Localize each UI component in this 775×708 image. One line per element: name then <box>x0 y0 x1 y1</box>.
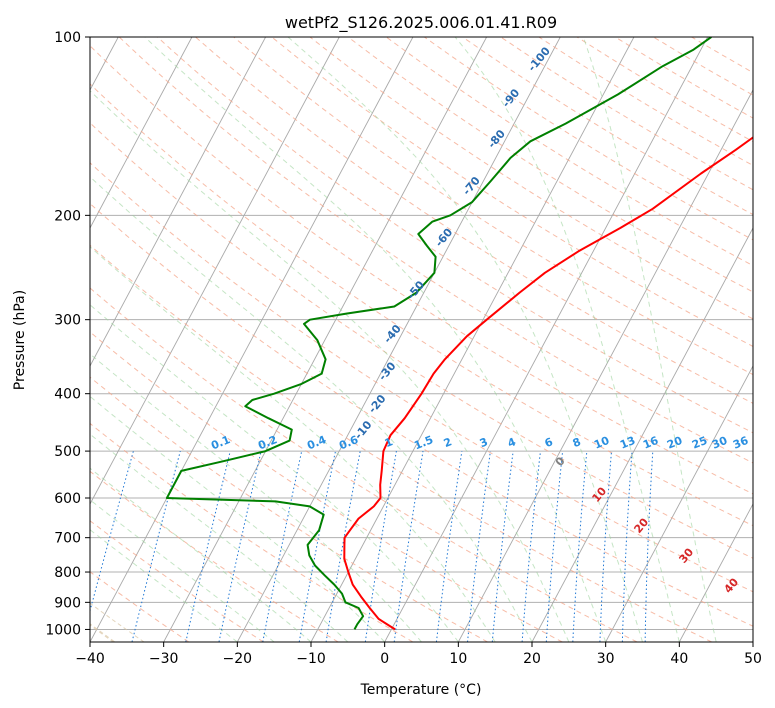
y-tick-label: 700 <box>54 531 81 547</box>
dry-adiabat-line <box>90 520 264 642</box>
mixing-ratio-line <box>364 451 397 642</box>
x-tick-label: 40 <box>670 651 688 667</box>
dewpoint-line <box>165 37 712 630</box>
x-tick-label: 20 <box>523 651 541 667</box>
isotherm-line <box>90 37 193 229</box>
y-tick-label: 400 <box>54 387 81 403</box>
axis-layer: −40 −30 −20 −10 0 10 20 30 40 50 100 200 300 400 500 60… <box>45 30 762 667</box>
dry-adiabat-line <box>90 162 753 593</box>
isotherm-line <box>90 37 340 505</box>
mixing-ratio-label: 25 <box>690 434 709 452</box>
plot-frame <box>89 36 754 643</box>
moist-adiabat-line <box>90 246 496 642</box>
x-tick-label: −10 <box>296 651 326 667</box>
moist-adiabat-line <box>287 37 643 642</box>
isotherm-line <box>90 37 267 367</box>
y-tick-label: 300 <box>54 313 81 329</box>
mixing-ratio-line <box>491 451 514 642</box>
moist-adiabat-line <box>90 353 422 642</box>
mixing-ratio-label: 36 <box>731 434 750 452</box>
chart-title: wetPf2_S126.2025.006.01.41.R09 <box>285 13 557 33</box>
mixing-ratio-label: 2 <box>442 435 454 450</box>
moist-adiabat-line <box>90 90 570 642</box>
isotherm-line <box>384 37 709 642</box>
mixing-ratio-label: 3 <box>478 435 490 450</box>
x-tick-label: 0 <box>380 651 389 667</box>
mixing-ratio-label: 30 <box>710 434 729 452</box>
mixing-ratio-label: 1 <box>383 435 395 450</box>
moist-adiabat-line <box>90 433 349 642</box>
y-tick-label: 1000 <box>45 622 81 638</box>
mixing-ratio-label: 16 <box>641 434 660 452</box>
moist-adiabat-line <box>90 176 533 642</box>
moist-adiabat-line <box>144 37 607 642</box>
y-axis-label: Pressure (hPa) <box>12 290 28 390</box>
mixing-ratio-label: 8 <box>571 435 583 450</box>
x-tick-label: 30 <box>597 651 615 667</box>
mixing-ratio-label: 20 <box>665 434 684 452</box>
y-tick-label: 900 <box>54 595 81 611</box>
dry-adiabat-line <box>118 37 753 464</box>
x-tick-label: −20 <box>223 651 253 667</box>
mixing-ratio-line <box>521 451 541 642</box>
moist-adiabat-line <box>582 37 717 642</box>
isotherm-line <box>163 37 488 642</box>
mixing-ratio-line <box>545 451 564 642</box>
x-tick-label: 10 <box>449 651 467 667</box>
x-tick-label: 50 <box>744 651 762 667</box>
mixing-ratio-line <box>90 450 134 613</box>
y-tick-label: 100 <box>54 30 81 46</box>
dry-adiabat-line <box>90 45 753 495</box>
mixing-ratio-label: 10 <box>592 434 611 452</box>
y-tick-label: 800 <box>54 565 81 581</box>
mixing-ratio-line <box>435 451 463 642</box>
x-axis-label: Temperature (°C) <box>360 682 482 698</box>
dry-adiabat-line <box>90 287 638 642</box>
series-layer <box>165 37 753 631</box>
dry-adiabat-line <box>499 37 753 191</box>
dry-adiabat-line <box>90 376 488 642</box>
dry-adiabat-line <box>385 37 753 267</box>
y-tick-label: 500 <box>54 444 81 460</box>
dry-adiabat-line <box>90 331 563 642</box>
isotherm-line <box>531 227 753 642</box>
grid-layer <box>90 37 753 642</box>
dry-adiabat-line <box>90 122 753 559</box>
isotherm-line <box>605 365 753 642</box>
temperature-line <box>343 136 753 631</box>
dry-adiabat-line <box>90 83 753 527</box>
isotherm-line <box>457 89 753 642</box>
dry-adiabat-line <box>271 37 753 348</box>
mixing-ratio-line <box>393 451 424 642</box>
mixing-ratio-line <box>218 450 262 642</box>
x-tick-label: −40 <box>75 651 105 667</box>
y-tick-label: 600 <box>54 491 81 507</box>
moist-adiabat-line <box>90 467 312 642</box>
x-tick-label: −30 <box>149 651 179 667</box>
isotherm-line <box>678 503 753 642</box>
mixing-ratio-label: 13 <box>618 434 637 452</box>
mixing-ratio-line <box>467 451 491 642</box>
mixing-ratio-line <box>185 450 231 642</box>
dry-adiabat-line <box>232 37 753 376</box>
y-tick-label: 200 <box>54 208 81 224</box>
dry-adiabat-line <box>538 37 753 167</box>
isotherm-line <box>236 37 561 642</box>
